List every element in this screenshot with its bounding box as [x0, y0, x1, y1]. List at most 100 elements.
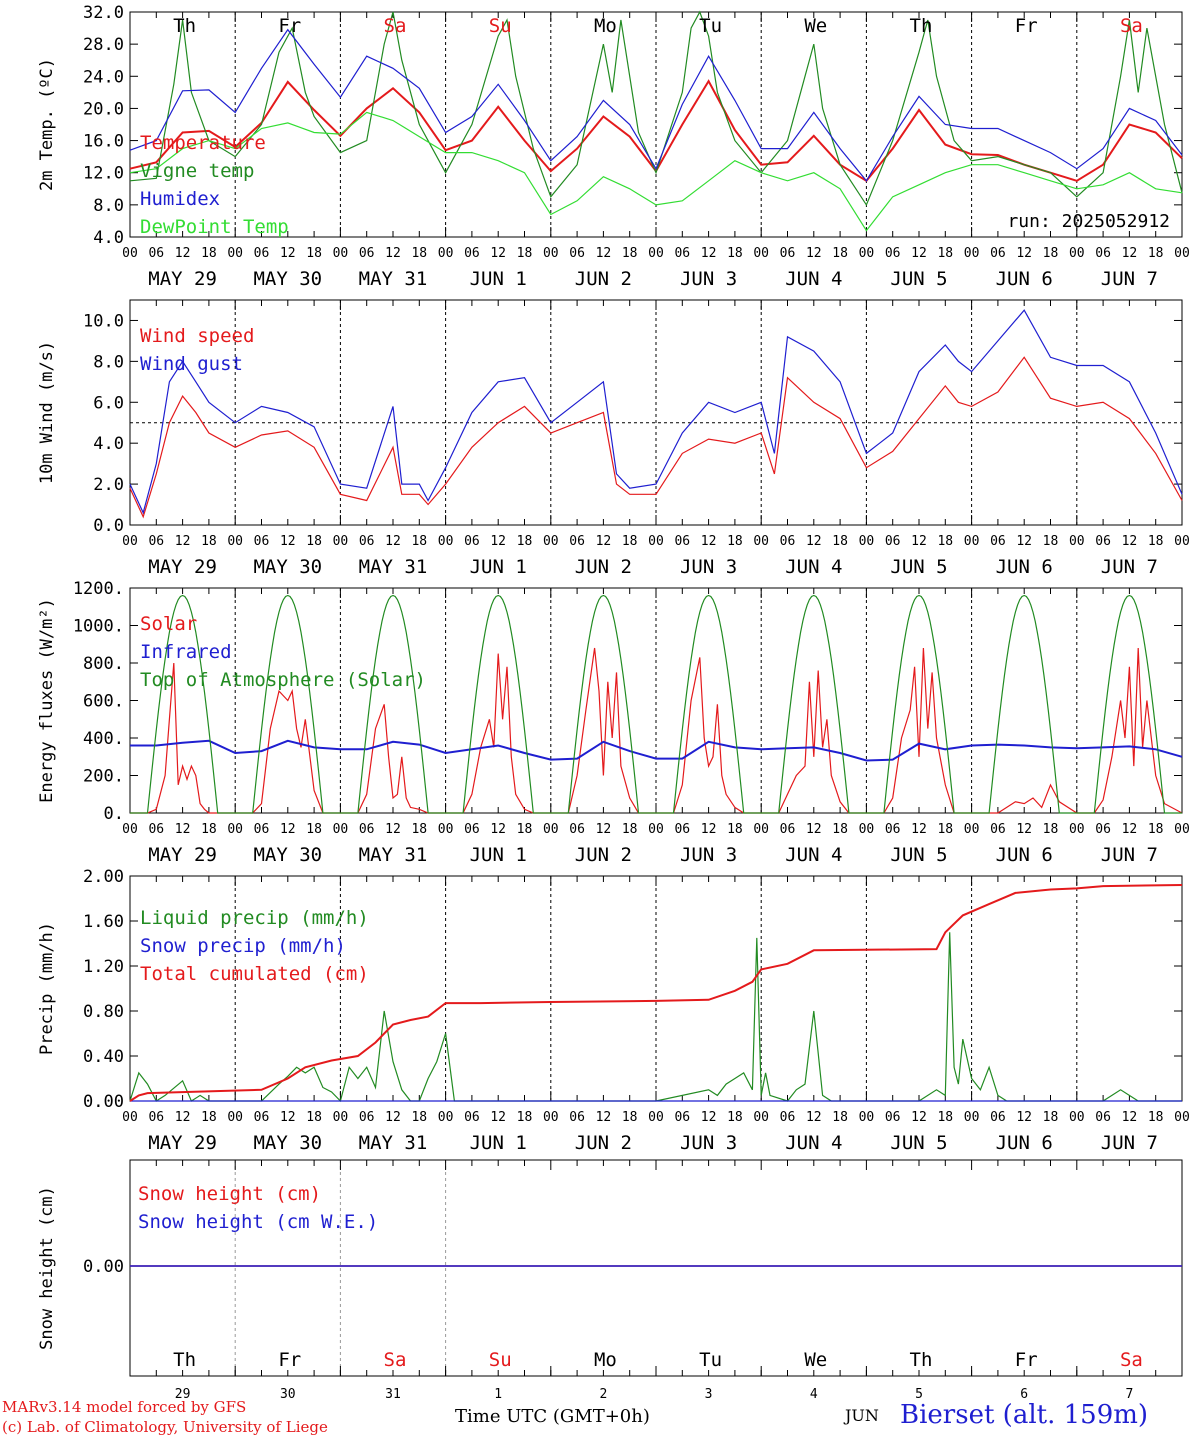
- day-number-label: 31: [385, 1387, 401, 1402]
- hour-tick-label: 12: [596, 822, 612, 837]
- weekday-label: Sa: [384, 1349, 407, 1371]
- hour-tick-label: 18: [411, 822, 427, 837]
- legend-entry: Snow height (cm W.E.): [138, 1211, 378, 1233]
- panel-4: Precip (mm/h): [37, 875, 1183, 1103]
- y-tick-label: 1000.: [73, 617, 124, 637]
- hour-tick-label: 12: [806, 822, 822, 837]
- hour-tick-label: 12: [175, 534, 191, 549]
- hour-tick-label: 00: [753, 1110, 769, 1125]
- hour-tick-label: 06: [1095, 246, 1111, 261]
- hour-tick-label: 06: [674, 246, 690, 261]
- hour-tick-label: 00: [227, 246, 243, 261]
- hour-tick-label: 12: [1016, 534, 1032, 549]
- hour-tick-label: 00: [753, 534, 769, 549]
- date-label: JUN 2: [575, 844, 632, 866]
- hour-tick-label: 06: [674, 1110, 690, 1125]
- hour-tick-label: 12: [175, 822, 191, 837]
- date-label: JUN 4: [785, 268, 842, 290]
- day-number-label: 5: [915, 1387, 923, 1402]
- hour-tick-label: 00: [438, 246, 454, 261]
- y-tick-label: 6.0: [93, 393, 124, 413]
- hour-tick-label: 00: [1174, 534, 1190, 549]
- hour-tick-label: 18: [622, 534, 638, 549]
- hour-tick-label: 00: [1069, 246, 1085, 261]
- hour-tick-label: 18: [1043, 1110, 1059, 1125]
- hour-tick-label: 18: [411, 534, 427, 549]
- hour-tick-label: 06: [254, 534, 270, 549]
- weekday-label: Th: [910, 1349, 933, 1371]
- hour-tick-label: 06: [359, 246, 375, 261]
- weekday-label: Th: [910, 15, 933, 37]
- y-tick-label: 200.: [83, 767, 124, 787]
- date-label: JUN 7: [1101, 268, 1158, 290]
- panel-frame: [129, 11, 1183, 238]
- legend-entry: Infrared: [140, 641, 232, 663]
- hour-tick-label: 12: [1016, 1110, 1032, 1125]
- hour-tick-label: 06: [254, 246, 270, 261]
- legend-entry: Total cumulated (cm): [140, 963, 369, 985]
- legend-entry: Wind speed: [140, 325, 254, 347]
- legend-entry: Snow height (cm): [138, 1183, 321, 1205]
- y-tick-label: 4.0: [93, 434, 124, 454]
- hour-tick-label: 00: [227, 1110, 243, 1125]
- y-axis-label: 10m Wind (m/s): [37, 341, 57, 484]
- hour-tick-label: 06: [1095, 1110, 1111, 1125]
- series-line: [130, 647, 1183, 814]
- hour-tick-label: 12: [490, 246, 506, 261]
- hour-tick-label: 12: [490, 822, 506, 837]
- legend-entry: Vigne temp: [140, 160, 254, 182]
- y-tick-label: 28.0: [83, 35, 124, 55]
- hour-tick-label: 18: [306, 246, 322, 261]
- hour-tick-label: 18: [201, 822, 217, 837]
- series-line: [129, 111, 1183, 232]
- date-label: JUN 1: [470, 556, 527, 578]
- date-label: JUN 7: [1101, 1132, 1158, 1154]
- hour-tick-label: 12: [806, 534, 822, 549]
- y-tick-label: 2.00: [83, 867, 124, 887]
- y-tick-label: 4.0: [93, 228, 124, 248]
- hour-tick-label: 18: [411, 246, 427, 261]
- hour-tick-label: 06: [464, 534, 480, 549]
- hour-tick-label: 00: [333, 246, 349, 261]
- hour-tick-label: 12: [1016, 822, 1032, 837]
- date-label: MAY 31: [359, 844, 428, 866]
- y-tick-label: 8.0: [93, 352, 124, 372]
- hour-tick-label: 06: [990, 534, 1006, 549]
- station-label: Bierset (alt. 159m): [900, 1400, 1149, 1430]
- hour-tick-label: 12: [280, 1110, 296, 1125]
- series-line: [129, 28, 1183, 182]
- hour-tick-label: 12: [596, 246, 612, 261]
- hour-tick-label: 06: [464, 1110, 480, 1125]
- hour-tick-label: 00: [227, 822, 243, 837]
- day-number-label: 30: [280, 1387, 296, 1402]
- date-label: JUN 4: [785, 556, 842, 578]
- credit-line-1: MARv3.14 model forced by GFS: [2, 1398, 247, 1416]
- hour-tick-label: 18: [1043, 534, 1059, 549]
- hour-tick-label: 12: [911, 822, 927, 837]
- hour-tick-label: 00: [333, 534, 349, 549]
- date-label: JUN 6: [996, 1132, 1053, 1154]
- day-number-label: 29: [175, 1387, 191, 1402]
- day-number-label: 4: [810, 1387, 818, 1402]
- hour-tick-label: 12: [701, 1110, 717, 1125]
- hour-tick-label: 00: [859, 1110, 875, 1125]
- hour-tick-label: 00: [1174, 1110, 1190, 1125]
- hour-tick-label: 06: [780, 534, 796, 549]
- hour-tick-label: 06: [885, 534, 901, 549]
- weekday-label: Su: [489, 1349, 512, 1371]
- hour-tick-label: 06: [254, 822, 270, 837]
- date-label: MAY 30: [253, 844, 322, 866]
- date-label: JUN 6: [996, 844, 1053, 866]
- weekday-label: Fr: [1015, 1349, 1038, 1371]
- y-tick-label: 8.0: [93, 196, 124, 216]
- hour-tick-label: 06: [885, 822, 901, 837]
- hour-tick-label: 06: [674, 822, 690, 837]
- hour-tick-label: 12: [596, 1110, 612, 1125]
- y-tick-label: 1.20: [83, 957, 124, 977]
- hour-tick-label: 18: [1043, 246, 1059, 261]
- hour-tick-label: 06: [569, 246, 585, 261]
- hour-tick-label: 18: [201, 534, 217, 549]
- hour-tick-label: 06: [359, 1110, 375, 1125]
- hour-tick-label: 06: [359, 534, 375, 549]
- hour-tick-label: 18: [937, 534, 953, 549]
